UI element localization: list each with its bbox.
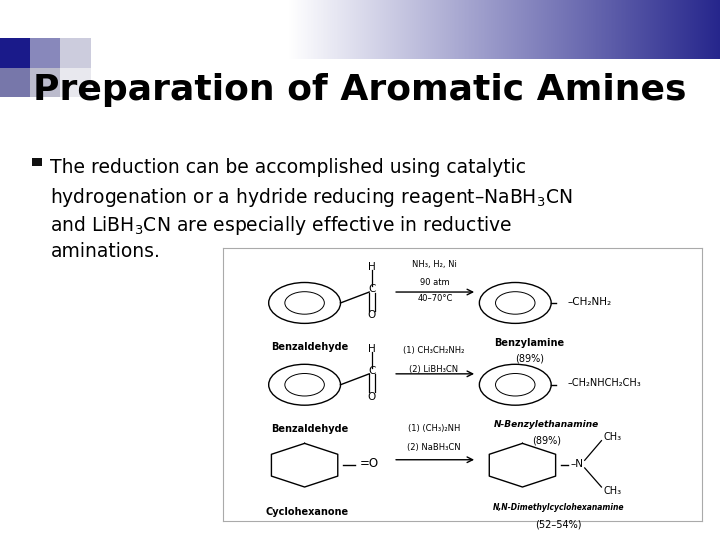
Text: hydrogenation or a hydride reducing reagent–NaBH$_3$CN: hydrogenation or a hydride reducing reag… [50,186,573,209]
Bar [60,38,91,68]
Text: 40–70°C: 40–70°C [417,294,452,303]
Text: (52–54%): (52–54%) [535,519,582,530]
Text: NH₃, H₂, Ni: NH₃, H₂, Ni [413,260,457,269]
Text: (2) LiBH₃CN: (2) LiBH₃CN [409,365,459,374]
Text: and LiBH$_3$CN are especially effective in reductive: and LiBH$_3$CN are especially effective … [50,214,513,237]
Text: 90 atm: 90 atm [420,278,450,287]
Text: –N: –N [570,459,583,469]
Text: C: C [368,284,375,294]
Text: Benzaldehyde: Benzaldehyde [271,342,348,353]
Text: The reduction can be accomplished using catalytic: The reduction can be accomplished using … [50,158,526,177]
Text: H: H [368,345,376,354]
Text: (1) (CH₃)₂NH: (1) (CH₃)₂NH [408,424,460,433]
Bar [30,68,60,97]
Text: aminations.: aminations. [50,242,161,261]
Text: –CH₂NHCH₂CH₃: –CH₂NHCH₂CH₃ [568,379,642,388]
Text: (2) NaBH₃CN: (2) NaBH₃CN [407,443,461,452]
Text: N,N-Dimethylcyclohexanamine: N,N-Dimethylcyclohexanamine [492,503,624,512]
Bar [0,38,30,68]
Text: Preparation of Aromatic Amines: Preparation of Aromatic Amines [33,73,687,107]
Bar [32,159,42,165]
Text: (89%): (89%) [515,353,544,363]
Text: =O: =O [360,457,379,470]
Text: (1) CH₃CH₂NH₂: (1) CH₃CH₂NH₂ [403,346,464,355]
Text: Cyclohexanone: Cyclohexanone [266,508,348,517]
Text: –CH₂NH₂: –CH₂NH₂ [568,296,612,307]
Text: CH₃: CH₃ [604,486,622,496]
Text: Benzylamine: Benzylamine [495,339,564,348]
Text: CH₃: CH₃ [604,431,622,442]
Text: Benzaldehyde: Benzaldehyde [271,424,348,434]
Bar [30,38,60,68]
Bar [0,68,30,97]
Text: N-Benzylethanamine: N-Benzylethanamine [494,420,599,429]
Text: H: H [368,262,376,273]
Bar [60,68,91,97]
Text: O: O [367,392,376,402]
Text: O: O [367,310,376,320]
Text: C: C [368,366,375,376]
Text: (89%): (89%) [532,435,561,445]
